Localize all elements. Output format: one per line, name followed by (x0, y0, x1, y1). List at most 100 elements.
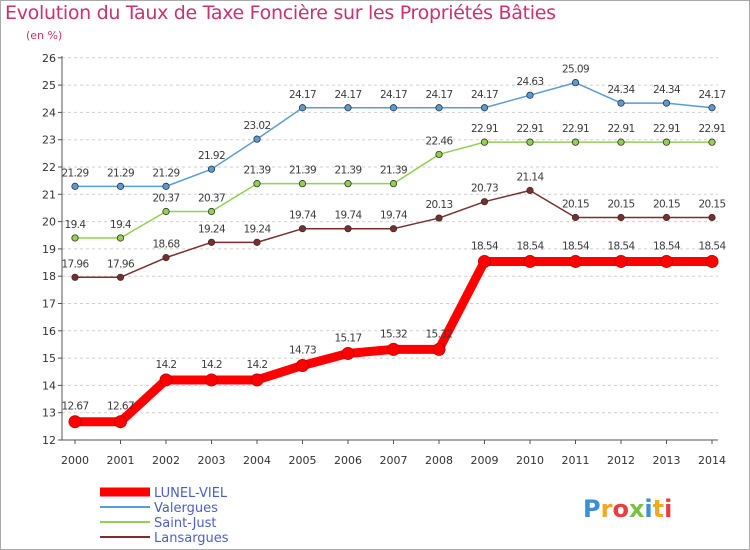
data-point (387, 342, 400, 356)
data-label: 21.39 (334, 165, 361, 177)
data-point (432, 342, 446, 356)
data-label: 21.29 (107, 167, 134, 179)
data-label: 24.17 (334, 89, 361, 101)
data-point (114, 415, 127, 429)
x-tick-label: 2010 (516, 454, 544, 467)
x-tick-label: 2005 (289, 454, 317, 467)
data-label: 24.17 (471, 89, 498, 101)
data-label: 20.73 (471, 183, 498, 195)
data-point (296, 358, 309, 372)
data-label: 22.91 (607, 123, 634, 135)
y-tick-label: 26 (42, 52, 56, 65)
data-label: 17.96 (107, 258, 135, 270)
chart-title: Evolution du Taux de Taxe Foncière sur l… (5, 2, 556, 24)
data-label: 24.17 (425, 89, 452, 101)
y-tick-label: 18 (42, 270, 56, 283)
data-point (435, 150, 443, 159)
data-point (250, 373, 264, 387)
data-label: 24.17 (289, 89, 316, 101)
data-label: 18.54 (607, 240, 635, 252)
data-point (435, 214, 443, 222)
data-label: 20.13 (425, 199, 452, 211)
data-label: 22.91 (653, 123, 680, 135)
x-tick-label: 2001 (107, 454, 135, 467)
data-label: 18.54 (471, 240, 499, 252)
data-point (71, 182, 79, 190)
x-tick-label: 2002 (152, 454, 180, 467)
data-label: 20.15 (562, 199, 589, 211)
y-tick-label: 13 (42, 407, 56, 420)
legend-label: Valergues (154, 501, 218, 516)
chart-subtitle: (en %) (26, 29, 63, 42)
data-label: 22.91 (516, 123, 543, 135)
data-point (526, 91, 534, 99)
data-label: 21.29 (152, 167, 179, 179)
y-tick-label: 24 (42, 106, 56, 119)
logo-letter: r (601, 495, 613, 523)
data-label: 18.54 (698, 240, 726, 252)
y-tick-label: 22 (42, 161, 56, 174)
y-tick-label: 12 (42, 434, 56, 447)
data-point (708, 104, 716, 112)
legend-label: LUNEL-VIEL (154, 486, 228, 501)
y-tick-label: 15 (42, 352, 56, 365)
data-label: 12.67 (107, 401, 134, 413)
data-label: 14.73 (289, 344, 316, 356)
data-point (662, 99, 671, 107)
data-label: 23.02 (243, 120, 270, 132)
logo-letter: i (664, 495, 672, 523)
data-point (71, 234, 79, 242)
data-label: 18.54 (516, 240, 544, 252)
data-point (571, 213, 580, 222)
data-point (344, 180, 352, 188)
data-point (617, 99, 625, 107)
data-point (159, 373, 173, 387)
data-label: 14.2 (247, 359, 268, 371)
logo-letter: i (644, 495, 652, 523)
data-point (617, 138, 625, 146)
data-label: 19.4 (65, 219, 87, 231)
data-label: 24.63 (516, 76, 543, 88)
data-label: 22.91 (698, 123, 725, 135)
data-point (253, 135, 261, 143)
data-label: 21.39 (380, 165, 407, 177)
data-label: 12.67 (61, 401, 88, 413)
data-label: 15.32 (380, 328, 407, 340)
data-point (116, 273, 125, 281)
series-line-saint-just (74, 141, 713, 239)
data-point (162, 207, 170, 216)
y-tick-label: 16 (42, 325, 56, 338)
data-point (116, 182, 125, 190)
data-point (617, 213, 625, 222)
data-label: 22.91 (471, 123, 498, 135)
data-label: 19.74 (289, 210, 317, 222)
data-point (71, 273, 79, 281)
x-tick-label: 2011 (562, 454, 590, 467)
data-label: 20.15 (607, 199, 634, 211)
y-tick-label: 17 (42, 298, 56, 311)
data-point (298, 180, 307, 188)
series-line-lunel-viel (70, 256, 717, 427)
data-point (389, 225, 398, 233)
data-point (708, 213, 716, 222)
x-tick-label: 2004 (243, 454, 271, 467)
data-label: 15.17 (334, 332, 361, 344)
data-point (480, 104, 489, 112)
data-point (205, 373, 218, 387)
data-point (662, 213, 671, 222)
data-point (341, 346, 355, 360)
data-point (344, 225, 352, 233)
data-label: 21.14 (516, 171, 544, 183)
data-point (435, 104, 443, 112)
data-point (253, 238, 261, 246)
y-tick-label: 20 (42, 216, 56, 229)
data-label: 21.92 (198, 150, 225, 162)
data-point (571, 138, 580, 146)
data-label: 19.74 (334, 210, 362, 222)
data-label: 18.54 (562, 240, 590, 252)
data-point (571, 79, 580, 87)
data-label: 19.24 (243, 223, 271, 235)
x-tick-label: 2003 (198, 454, 226, 467)
x-tick-label: 2007 (380, 454, 408, 467)
